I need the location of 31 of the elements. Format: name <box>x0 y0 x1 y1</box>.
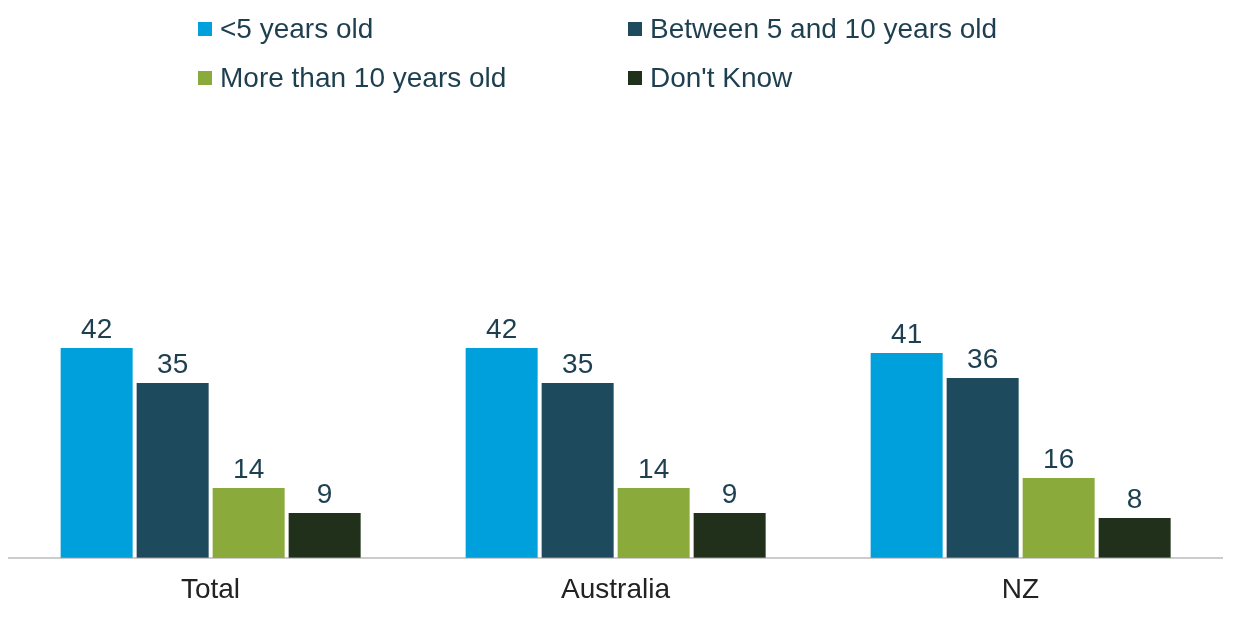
data-label: 14 <box>233 453 265 484</box>
bar <box>212 488 285 558</box>
data-label: 35 <box>562 348 594 379</box>
bar <box>60 348 133 558</box>
bar <box>136 383 209 558</box>
bar <box>870 353 943 558</box>
data-label: 14 <box>638 453 670 484</box>
data-label: 42 <box>486 313 518 344</box>
bar <box>1098 518 1171 558</box>
x-tick-label: NZ <box>1001 572 1040 604</box>
bar <box>288 513 361 558</box>
legend-label: <5 years old <box>220 12 374 45</box>
bar <box>1022 478 1095 558</box>
data-label: 42 <box>81 313 113 344</box>
legend-label: More than 10 years old <box>220 61 507 94</box>
data-label: 9 <box>316 478 333 509</box>
data-label: 36 <box>967 343 999 374</box>
x-tick-label: Total <box>180 572 241 604</box>
bar <box>617 488 690 558</box>
x-tick-label: Australia <box>561 572 671 604</box>
legend-label: Between 5 and 10 years old <box>650 12 998 45</box>
data-label: 16 <box>1043 443 1075 474</box>
legend-label: Don't Know <box>650 61 793 94</box>
data-label: 35 <box>157 348 189 379</box>
data-label: 8 <box>1126 483 1143 514</box>
data-label: 9 <box>721 478 738 509</box>
bar <box>693 513 766 558</box>
bar <box>465 348 538 558</box>
bar <box>541 383 614 558</box>
data-label: 41 <box>891 318 923 349</box>
bar <box>946 378 1019 558</box>
